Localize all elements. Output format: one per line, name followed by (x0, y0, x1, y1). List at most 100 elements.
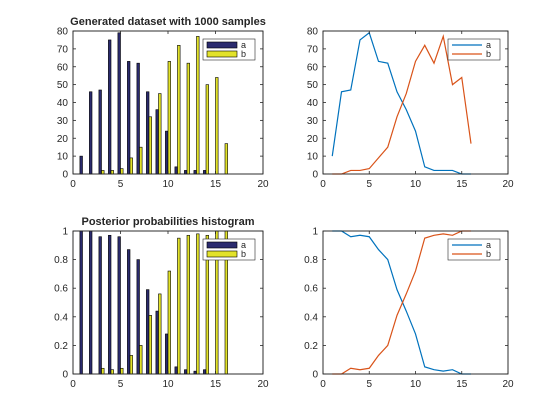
y-tick-label: 0.4 (304, 312, 318, 323)
legend-swatch-b (206, 50, 238, 58)
series-line-b (332, 34, 472, 175)
x-tick-label: 10 (410, 379, 422, 390)
bar-a-9 (155, 310, 159, 375)
marks (331, 31, 472, 175)
y-tick-label: 0.8 (54, 255, 68, 266)
bar-a-4 (108, 234, 112, 375)
bar-a-1 (79, 155, 83, 175)
x-tick-label: 15 (456, 179, 468, 190)
y-tick-label: 0 (62, 170, 68, 181)
bar-b-11 (177, 237, 181, 375)
x-tick-label: 15 (210, 379, 222, 390)
bar-b-13 (196, 233, 200, 375)
legend-label-a: a (241, 240, 246, 250)
x-tick-label: 20 (257, 179, 269, 190)
series-line-b (332, 230, 471, 375)
bar-a-10 (165, 333, 169, 375)
bar-b-3 (101, 367, 105, 375)
legend-swatch-a (206, 241, 238, 249)
x-tick-label: 10 (162, 379, 174, 390)
bar-b-10 (167, 61, 171, 175)
legend-label-b: b (241, 49, 246, 59)
y-tick-label: 80 (307, 27, 319, 38)
y-tick-label: 70 (57, 44, 69, 55)
bar-a-7 (136, 62, 140, 175)
series-line-a (332, 230, 471, 375)
y-tick-label: 80 (57, 27, 69, 38)
y-tick-label: 0.2 (304, 341, 318, 352)
chart-title: Generated dataset with 1000 samples (70, 16, 266, 28)
bar-a-6 (127, 249, 131, 375)
bar-b-4 (110, 170, 114, 175)
x-tick-label: 20 (257, 379, 269, 390)
x-tick-label: 5 (118, 179, 124, 190)
bar-b-9 (158, 293, 162, 375)
bar-a-12 (184, 369, 188, 375)
bar-a-13 (193, 170, 197, 175)
bar-a-14 (203, 369, 207, 375)
y-tick-label: 70 (307, 44, 319, 55)
y-tick-label: 20 (57, 134, 69, 145)
chart-panel-4: 0 5 10 15 20 0 0.2 0.4 0.6 0.8 1 ab (304, 227, 514, 391)
bar-a-4 (108, 39, 112, 175)
bar-b-13 (196, 36, 200, 175)
y-tick-label: 0.6 (54, 284, 68, 295)
chart-panel-3: 0 5 10 15 20 0 0.2 0.4 0.6 0.8 1 Posterior probabil… (54, 216, 269, 390)
bar-a-13 (193, 370, 197, 375)
x-tick-label: 10 (162, 179, 174, 190)
marks (332, 230, 471, 375)
y-tick-label: 1 (312, 227, 318, 238)
legend-label-b: b (486, 49, 491, 59)
bar-a-2 (89, 91, 93, 175)
y-tick-label: 30 (57, 116, 69, 127)
y-tick-label: 0.2 (54, 341, 68, 352)
y-tick-label: 50 (307, 80, 319, 91)
bar-a-1 (79, 230, 83, 375)
bar-a-5 (117, 32, 121, 175)
x-tick-label: 15 (456, 379, 468, 390)
bar-a-10 (165, 130, 169, 175)
legend-swatch-b (206, 250, 238, 258)
chart-title: Posterior probabilities histogram (82, 216, 255, 228)
x-tick-label: 5 (118, 379, 124, 390)
legend: ab (447, 38, 501, 61)
bar-a-6 (127, 61, 131, 175)
x-tick-label: 0 (70, 179, 76, 190)
legend-label-a: a (486, 240, 491, 250)
bar-a-7 (136, 259, 140, 375)
x-tick-label: 5 (366, 179, 372, 190)
y-tick-label: 60 (57, 62, 69, 73)
bar-b-8 (148, 116, 152, 175)
bar-b-16 (224, 143, 228, 175)
bar-b-6 (129, 157, 133, 175)
bar-a-12 (184, 170, 188, 175)
bar-a-2 (89, 230, 93, 375)
bar-b-7 (139, 345, 143, 375)
bar-a-9 (155, 109, 159, 175)
legend-box (447, 238, 501, 261)
series-line-a (331, 31, 471, 175)
bar-a-3 (98, 89, 102, 175)
bar-b-14 (205, 84, 209, 175)
x-tick-label: 15 (210, 179, 222, 190)
legend-label-a: a (486, 40, 491, 50)
y-tick-label: 60 (307, 62, 319, 73)
bar-a-5 (117, 236, 121, 375)
bar-b-6 (129, 355, 133, 375)
legend: ab (202, 38, 256, 61)
bar-b-3 (101, 170, 105, 175)
bar-b-11 (177, 44, 181, 175)
legend-label-b: b (241, 249, 246, 259)
bar-b-15 (215, 77, 219, 175)
x-tick-label: 20 (502, 379, 514, 390)
bar-b-9 (158, 93, 162, 175)
y-tick-label: 0.4 (54, 312, 68, 323)
y-tick-label: 10 (57, 152, 69, 163)
bar-a-11 (174, 166, 178, 175)
y-tick-label: 0 (62, 370, 68, 381)
x-tick-label: 0 (320, 179, 326, 190)
bar-b-8 (148, 315, 152, 375)
bar-a-8 (146, 289, 150, 375)
